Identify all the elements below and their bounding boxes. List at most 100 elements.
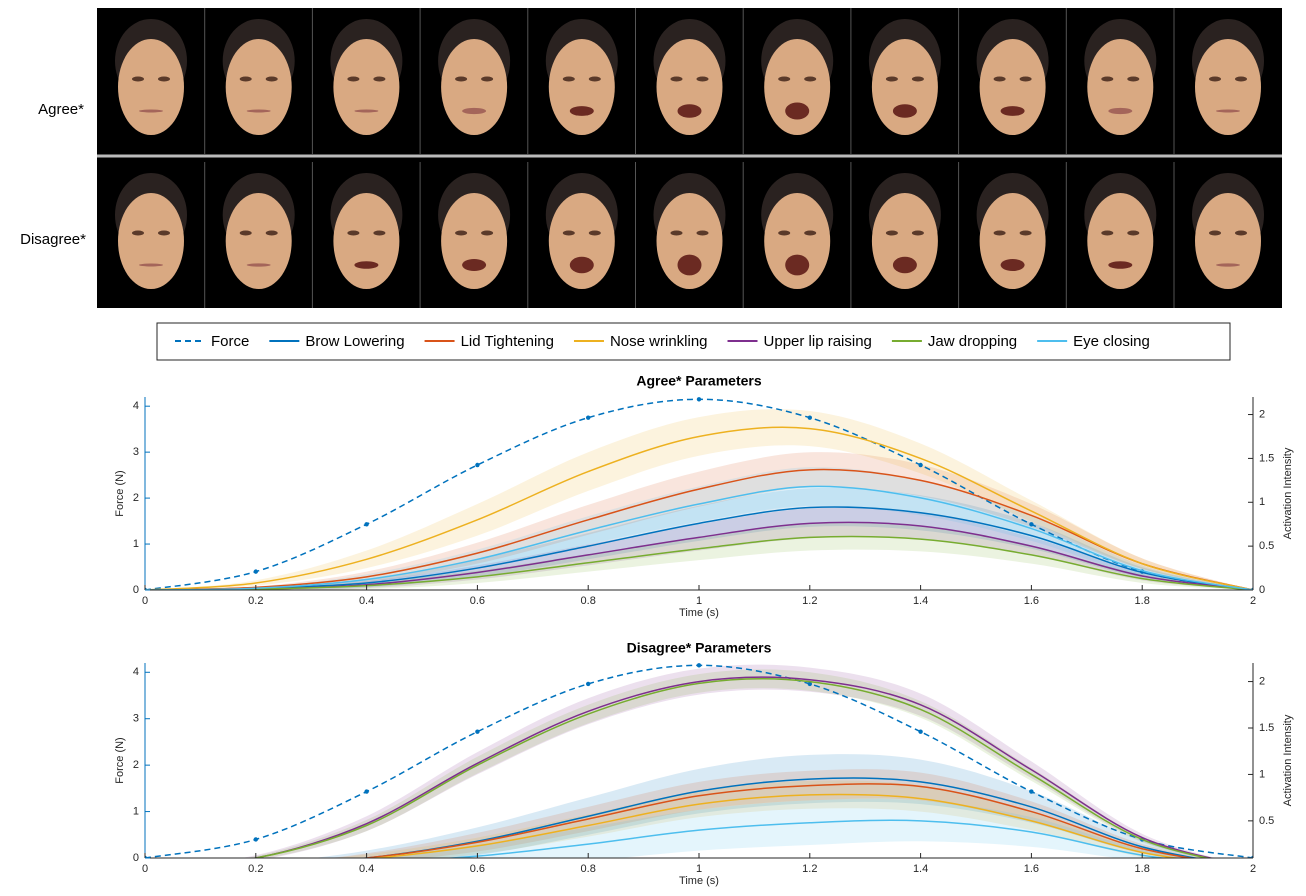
- y-tick-label: 3: [133, 446, 139, 458]
- error-band: [145, 523, 1253, 590]
- x-axis-label: Time (s): [679, 607, 719, 619]
- face-eye: [696, 230, 709, 236]
- face-eye: [481, 76, 494, 82]
- x-tick-label: 1.4: [913, 595, 928, 607]
- row-label: Disagree*: [20, 231, 86, 248]
- series-line: [359, 777, 1200, 858]
- face-eye: [885, 76, 898, 82]
- force-marker: [918, 729, 923, 734]
- face-mouth: [677, 254, 702, 276]
- face-mouth: [139, 263, 163, 267]
- face-eye: [347, 76, 360, 82]
- face-mouth: [892, 104, 917, 118]
- face-mouth: [785, 254, 810, 276]
- face-mouth: [569, 256, 594, 274]
- force-marker: [807, 415, 812, 420]
- face-eye: [911, 76, 924, 82]
- face: [1087, 39, 1154, 135]
- face-mouth: [569, 106, 594, 116]
- legend-label: Upper lip raising: [764, 333, 872, 350]
- y2-axis-label: Activation Intensity: [1282, 714, 1294, 806]
- face-mouth: [1000, 106, 1025, 116]
- face-mouth: [246, 109, 271, 113]
- face-mouth: [246, 263, 271, 267]
- face-eye: [132, 76, 144, 82]
- face-eye: [265, 230, 278, 236]
- face-eye: [373, 76, 386, 82]
- x-tick-label: 2: [1250, 863, 1256, 875]
- x-tick-label: 1.8: [1135, 863, 1150, 875]
- plot-area: [145, 397, 1253, 590]
- y-tick-label: 3: [133, 713, 139, 725]
- error-band: [333, 780, 1194, 858]
- face: [548, 193, 615, 289]
- y-tick-label: 1: [133, 538, 139, 550]
- error-band: [313, 754, 1210, 858]
- y-tick-label: 2: [133, 492, 139, 504]
- face-eye: [158, 76, 170, 82]
- y-tick-label: 1: [133, 805, 139, 817]
- face-eye: [670, 76, 683, 82]
- force-marker: [1029, 522, 1034, 527]
- face-eye: [696, 76, 709, 82]
- y-tick-label: 4: [133, 666, 139, 678]
- series-line: [251, 676, 1214, 858]
- y-tick-label: 4: [133, 400, 139, 412]
- face-eye: [481, 230, 494, 236]
- face-eye: [804, 76, 817, 82]
- error-band: [145, 467, 1253, 590]
- legend-label: Nose wrinkling: [610, 333, 708, 350]
- force-marker: [253, 837, 258, 842]
- face-mouth: [462, 259, 487, 271]
- face: [118, 193, 184, 289]
- face: [764, 39, 831, 135]
- face-eye: [347, 230, 360, 236]
- face-eye: [885, 230, 898, 236]
- face-eye: [993, 230, 1006, 236]
- force-marker: [918, 462, 923, 468]
- y-tick-label: 2: [133, 759, 139, 771]
- face: [1195, 193, 1261, 289]
- face-eye: [1019, 230, 1032, 236]
- legend-label: Force: [211, 333, 249, 350]
- y-tick-label: 0: [133, 852, 139, 864]
- series-line: [145, 426, 1253, 590]
- y2-tick-label: 2: [1259, 675, 1265, 687]
- error-band: [145, 487, 1253, 590]
- chart-title: Agree* Parameters: [636, 373, 762, 389]
- face-eye: [1127, 76, 1140, 82]
- face: [118, 39, 184, 135]
- face-eye: [993, 76, 1006, 82]
- face-eye: [265, 76, 278, 82]
- x-tick-label: 2: [1250, 595, 1256, 607]
- face-eye: [562, 76, 575, 82]
- face-mouth: [1000, 259, 1025, 271]
- face: [441, 39, 508, 135]
- series-line: [251, 678, 1211, 858]
- face: [979, 193, 1046, 289]
- face-mouth: [1216, 263, 1240, 267]
- face-eye: [911, 230, 924, 236]
- series-line: [145, 468, 1253, 590]
- face-eye: [778, 76, 791, 82]
- face-eye: [158, 230, 170, 236]
- face: [333, 39, 400, 135]
- y-axis-label: Force (N): [114, 470, 126, 516]
- face-eye: [1101, 76, 1114, 82]
- face-eye: [239, 76, 252, 82]
- force-marker: [475, 462, 480, 468]
- legend-label: Jaw dropping: [928, 333, 1017, 350]
- force-marker: [696, 397, 702, 402]
- series-line: [359, 783, 1195, 858]
- face: [656, 39, 723, 135]
- force-marker: [696, 663, 702, 668]
- y-tick-label: 0: [133, 584, 139, 596]
- face-eye: [588, 76, 601, 82]
- face-eye: [778, 230, 791, 236]
- x-tick-label: 1.4: [913, 863, 928, 875]
- x-axis-label: Time (s): [679, 875, 719, 887]
- y2-tick-label: 0.5: [1259, 815, 1274, 827]
- force-marker: [475, 729, 480, 734]
- face: [1087, 193, 1154, 289]
- y2-axis-label: Activation Intensity: [1282, 447, 1294, 539]
